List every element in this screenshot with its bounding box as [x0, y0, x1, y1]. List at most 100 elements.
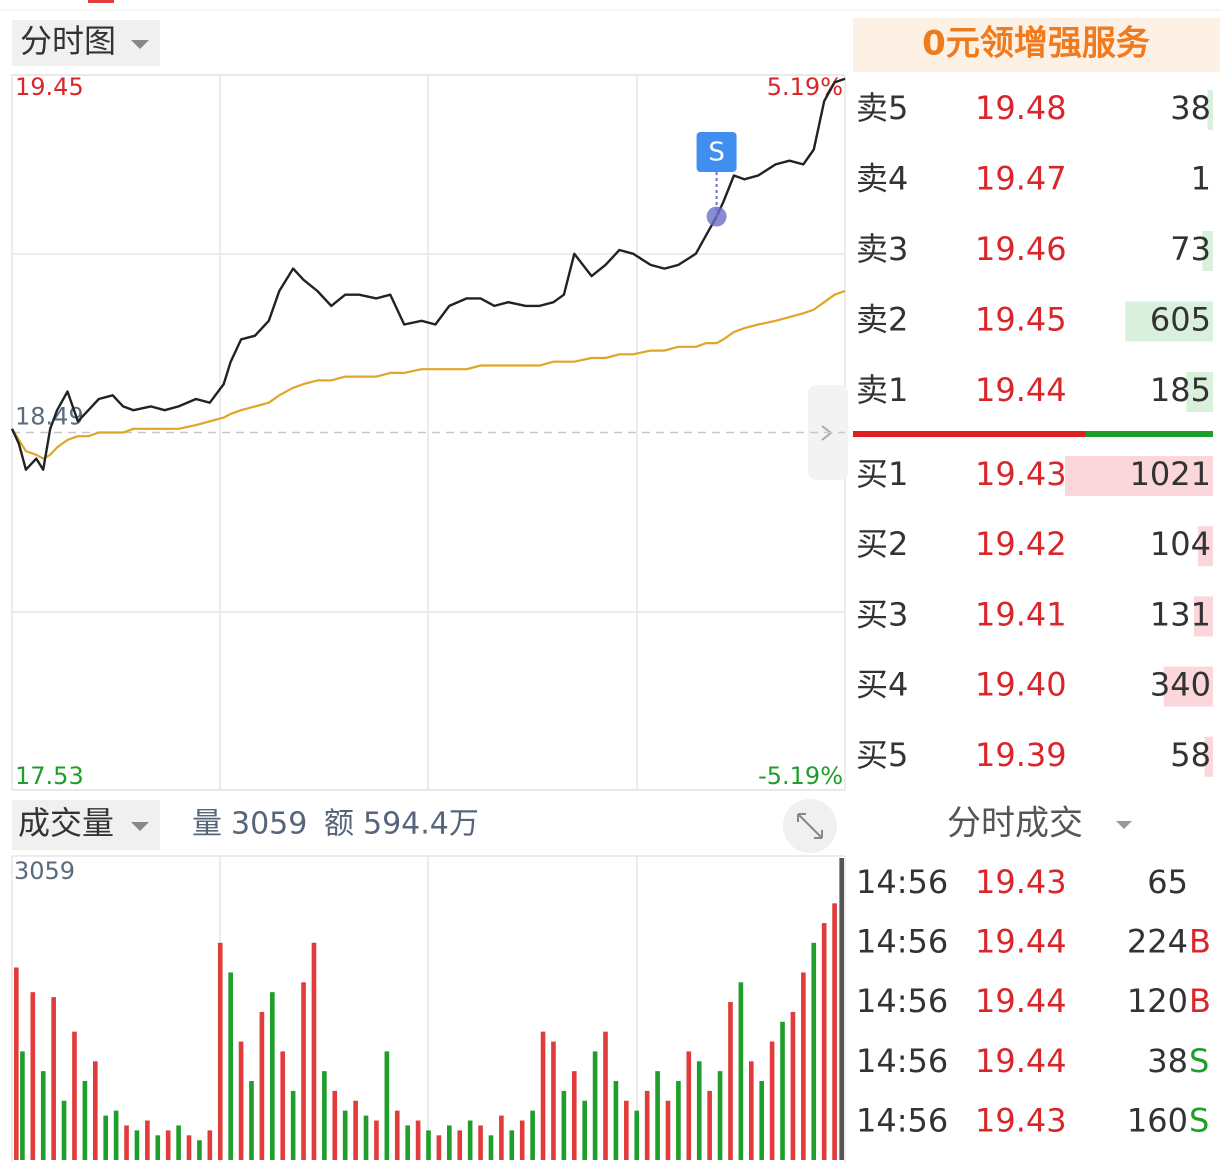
volume-bar — [707, 1090, 712, 1160]
trade-time: 14:56 — [856, 863, 948, 901]
level-label: 买5 — [856, 736, 908, 774]
volume-bar — [811, 942, 817, 1160]
volume-value: 3059 — [231, 807, 307, 842]
volume-bar — [186, 1135, 192, 1160]
volume-bar — [415, 1120, 421, 1160]
volume-bar — [165, 1130, 171, 1160]
trade-price: 19.44 — [975, 923, 1067, 961]
level-volume: 185 — [1150, 371, 1211, 409]
volume-bar — [801, 972, 806, 1160]
volume-bar — [30, 992, 36, 1160]
service-banner[interactable] — [853, 18, 1220, 72]
trade-side: B — [1189, 923, 1211, 961]
volume-bar — [665, 1100, 671, 1160]
level-label: 买4 — [856, 666, 908, 704]
trade-price: 19.43 — [975, 863, 1067, 901]
volume-bar — [20, 1051, 25, 1160]
level-volume: 605 — [1150, 301, 1211, 339]
service-text[interactable]: 0元领增强服务 — [922, 24, 1150, 64]
level-label: 买3 — [856, 595, 908, 633]
volume-bar — [780, 1021, 785, 1160]
volume-bar — [839, 858, 844, 1160]
level-volume: 38 — [1170, 89, 1211, 127]
volume-bar — [145, 1120, 150, 1160]
price-frame — [11, 74, 846, 791]
volume-bar — [92, 1061, 98, 1160]
trade-volume: 65 — [1147, 863, 1188, 901]
volume-bar — [696, 1061, 702, 1160]
volume-bar — [582, 1100, 588, 1160]
trade-price: 19.44 — [975, 1042, 1067, 1080]
volume-bar — [72, 1031, 77, 1160]
volume-bar — [634, 1110, 640, 1160]
amount-label: 额 — [324, 807, 354, 842]
volume-bar — [405, 1125, 410, 1160]
volume-bar — [124, 1125, 129, 1160]
volume-bar — [717, 1071, 723, 1160]
volume-bar — [571, 1071, 577, 1160]
buy-ratio-bar — [853, 431, 1086, 437]
volume-bar — [217, 942, 223, 1160]
trade-side: S — [1189, 1101, 1209, 1139]
volume-bar — [686, 1051, 692, 1160]
volume-tab-label[interactable]: 成交量 — [18, 804, 114, 842]
volume-bar — [551, 1041, 556, 1160]
level-label: 买1 — [856, 455, 908, 493]
volume-bar — [790, 1011, 796, 1160]
depth-bar — [1197, 526, 1213, 567]
volume-bar — [113, 1110, 119, 1160]
level-price: 19.39 — [975, 736, 1067, 774]
volume-bar — [363, 1115, 369, 1160]
price-line — [11, 289, 846, 460]
trade-time: 14:56 — [856, 1101, 948, 1139]
volume-bar — [499, 1115, 504, 1160]
volume-bar — [759, 1081, 765, 1160]
volume-bar — [457, 1130, 463, 1160]
volume-bar — [748, 1061, 754, 1160]
depth-bar — [1163, 666, 1213, 707]
level-price: 19.40 — [975, 666, 1067, 704]
depth-bar — [1194, 596, 1213, 637]
volume-bar — [519, 1120, 525, 1160]
volume-bar — [290, 1090, 296, 1160]
chart-tab-label[interactable]: 分时图 — [20, 22, 116, 60]
y-tick-label: 3059 — [14, 857, 75, 885]
level-price: 19.42 — [975, 525, 1067, 563]
trade-time: 14:56 — [856, 982, 948, 1020]
volume-bar — [624, 1100, 629, 1160]
depth-bar — [1065, 456, 1213, 496]
annotation-label: S — [708, 138, 725, 168]
level-volume: 340 — [1150, 666, 1211, 704]
volume-bar — [561, 1090, 567, 1160]
level-volume: 73 — [1170, 230, 1211, 268]
volume-bar — [332, 1090, 338, 1160]
dropdown-arrow — [131, 40, 149, 49]
volume-bar — [394, 1110, 400, 1160]
volume-bar — [155, 1135, 161, 1160]
level-label: 卖2 — [856, 301, 908, 339]
depth-bar — [1202, 231, 1213, 271]
level-volume: 1021 — [1130, 455, 1211, 493]
trade-volume: 160 — [1127, 1101, 1188, 1139]
level-label: 卖5 — [856, 89, 908, 127]
trade-price: 19.43 — [975, 1101, 1067, 1139]
volume-bar — [228, 972, 233, 1160]
volume-bar — [655, 1071, 660, 1160]
volume-bar — [488, 1135, 494, 1160]
trades-title[interactable]: 分时成交 — [947, 804, 1083, 844]
volume-bar — [207, 1130, 213, 1160]
volume-bar — [197, 1140, 202, 1160]
sell-ratio-bar — [1085, 431, 1213, 437]
volume-bar — [14, 967, 19, 1160]
volume-bar — [509, 1130, 515, 1160]
trade-time: 14:56 — [856, 923, 948, 961]
volume-bar — [51, 997, 56, 1160]
depth-bar — [1125, 301, 1213, 342]
volume-bar — [530, 1110, 535, 1160]
volume-bar — [592, 1051, 598, 1160]
annotation-point — [706, 206, 727, 227]
volume-bar — [728, 1002, 733, 1160]
trade-volume: 120 — [1127, 982, 1188, 1020]
level-label: 卖4 — [856, 160, 908, 198]
